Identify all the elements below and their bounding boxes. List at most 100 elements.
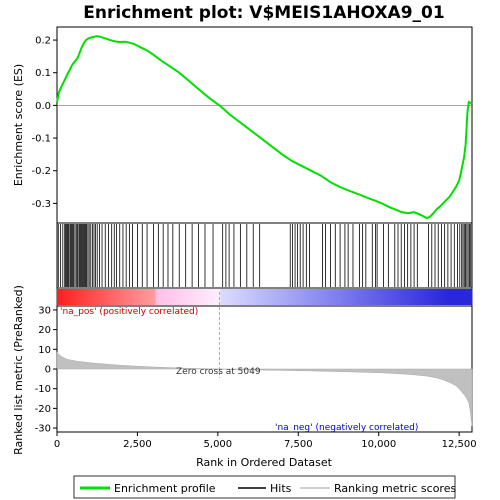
colorbar-cell [290,289,294,305]
colorbar-cell [443,289,447,305]
colorbar-cell [178,289,182,305]
colorbar-cell [119,289,123,305]
colorbar-cell [199,289,203,305]
rank-y-tick-label: -20 [35,404,51,415]
colorbar-cell [306,289,309,305]
colorbar-cell [69,289,73,305]
colorbar-cell [132,289,136,305]
colorbar-cell [347,289,351,305]
colorbar-cell [243,289,247,305]
colorbar-cell [212,289,216,305]
colorbar-cell [316,289,320,305]
colorbar-cell [59,289,63,305]
colorbar-cell [344,289,348,305]
colorbar-cell [357,289,361,305]
legend-profile-label: Enrichment profile [114,482,216,495]
colorbar-cell [440,289,444,305]
top-y-tick-label: -0.1 [31,134,51,145]
colorbar-cell [365,289,369,305]
colorbar-cell [422,289,426,305]
colorbar-cell [251,289,255,305]
colorbar-cell [116,289,120,305]
legend-box [73,475,456,499]
colorbar-cell [448,289,452,305]
colorbar-cell [88,289,92,305]
colorbar-cell [77,289,81,305]
colorbar-cell [220,289,224,305]
colorbar-cell [246,289,250,305]
colorbar-cell [456,289,460,305]
neg-correlated-label: 'na_neg' (negatively correlated) [275,423,418,433]
colorbar-cell [254,289,258,305]
colorbar-cell [155,289,159,305]
colorbar-cell [360,289,364,305]
rank-y-tick-label: 0 [45,365,51,376]
colorbar-cell [165,289,169,305]
chart-title: Enrichment plot: V$MEIS1AHOXA9_01 [83,3,444,23]
colorbar-cell [98,289,102,305]
ranked-metric-panel: 30 20 10 0 -10 -20 -30 0 2,500 5,000 7,500 10,000 1… [12,285,477,469]
colorbar-cell [368,289,372,305]
colorbar-cell [446,289,450,305]
colorbar-cell [215,289,219,305]
colorbar-cell [427,289,431,305]
colorbar-cell [308,289,312,305]
colorbar-cell [90,289,94,305]
colorbar-cell [202,289,206,305]
colorbar-cell [145,289,149,305]
colorbar-cell [225,289,229,305]
colorbar-cell [108,289,112,305]
pos-correlated-label: 'na_pos' (positively correlated) [60,307,198,317]
colorbar-cell [274,289,278,305]
colorbar-cell [72,289,76,305]
colorbar-cell [293,289,297,305]
colorbar-cell [378,289,382,305]
colorbar-cell [303,289,307,305]
colorbar-cell [352,289,356,305]
colorbar-cell [103,289,107,305]
colorbar-cell [150,289,154,305]
colorbar-cell [85,289,89,305]
colorbar-cell [80,289,84,305]
legend-metric-label: Ranking metric scores [334,482,456,495]
colorbar-cell [142,289,146,305]
colorbar-cell [350,289,354,305]
colorbar-cell [272,289,276,305]
colorbar-cell [417,289,421,305]
rank-y-tick-label: -10 [35,384,51,395]
colorbar-cell [386,289,390,305]
colorbar-cell [342,289,346,305]
colorbar-cell [137,289,141,305]
colorbar-cell [370,289,374,305]
top-y-tick-label: 0.0 [35,101,51,112]
x-ticks: 0 2,500 5,000 7,500 10,000 12,500 [54,432,477,450]
top-y-tick-label: -0.3 [31,199,51,210]
colorbar-cell [331,289,335,305]
colorbar-cell [466,289,470,305]
colorbar-cell [324,289,328,305]
colorbar-cell [194,289,198,305]
x-tick-label: 12,500 [442,439,477,450]
colorbar-cell [267,289,271,305]
colorbar-cell [191,289,195,305]
top-y-tick-label: -0.2 [31,166,51,177]
colorbar-cell [383,289,387,305]
colorbar-cell [197,289,201,305]
colorbar-cell [311,289,315,305]
x-tick-label: 7,500 [284,439,313,450]
colorbar-cell [121,289,125,305]
top-panel-frame [56,26,473,224]
colorbar-cell [420,289,424,305]
x-axis-label: Rank in Ordered Dataset [196,456,333,469]
colorbar-cell [57,289,60,305]
ranking-metric-area [56,351,473,427]
colorbar-cell [140,289,143,305]
colorbar-cell [163,289,167,305]
colorbar-cell [248,289,252,305]
colorbar-cell [62,289,66,305]
colorbar-cell [264,289,268,305]
colorbar-cell [425,289,429,305]
colorbar-cell [404,289,408,305]
colorbar-cell [298,289,302,305]
